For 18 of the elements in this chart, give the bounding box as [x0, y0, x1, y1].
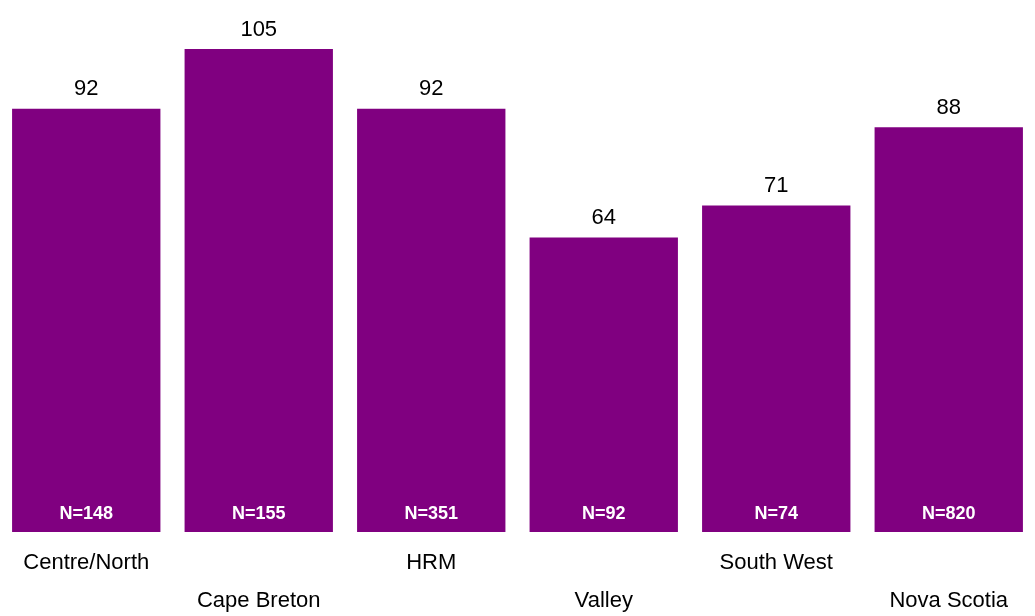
data-label: 64: [591, 204, 616, 230]
data-label: 105: [240, 15, 278, 41]
data-label: 92: [74, 75, 99, 101]
data-label: 92: [419, 75, 444, 101]
x-tick-label: Valley: [574, 587, 633, 612]
annotation: N=74: [754, 503, 799, 523]
data-label: 88: [936, 93, 961, 119]
annotation: N=351: [404, 503, 459, 523]
annotation: N=820: [921, 503, 976, 523]
annotation: N=155: [231, 503, 286, 523]
x-tick-label: Cape Breton: [196, 587, 321, 612]
annotation: N=148: [59, 503, 114, 523]
data-label: 71: [764, 171, 789, 197]
annotation: N=92: [581, 503, 626, 523]
x-tick-label: HRM: [406, 549, 457, 574]
x-tick-label: Centre/North: [23, 549, 150, 574]
x-tick-label: Nova Scotia: [889, 587, 1009, 612]
x-tick-label: South West: [719, 549, 833, 574]
